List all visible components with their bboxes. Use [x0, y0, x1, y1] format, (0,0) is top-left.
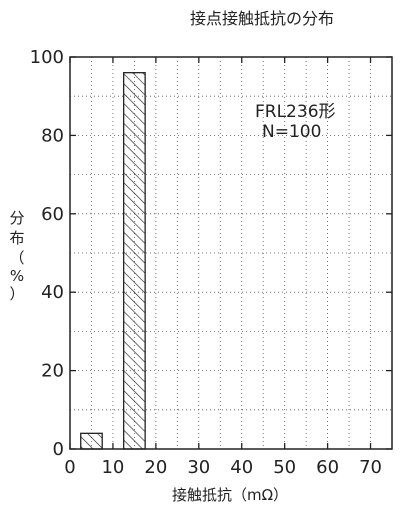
annotation-model: FRL236形 [255, 102, 336, 122]
y-tick-label: 0 [53, 439, 64, 460]
x-tick-label: 50 [273, 457, 296, 478]
bar-1 [123, 72, 146, 450]
chart-title: 接点接触抵抗の分布 [190, 9, 334, 28]
y-axis-label-char: （ [9, 249, 24, 267]
x-tick-label: 0 [64, 457, 75, 478]
x-tick-label: 60 [316, 457, 339, 478]
y-axis-label-char: 布 [9, 229, 24, 247]
y-axis-label-char: ） [9, 285, 24, 303]
x-tick-label: 20 [144, 457, 167, 478]
y-tick-label: 40 [41, 282, 64, 303]
y-tick-label: 60 [41, 204, 64, 225]
x-tick-label: 30 [187, 457, 210, 478]
x-axis-label: 接触抵抗（mΩ） [172, 486, 288, 504]
y-axis-label: 分布 （%） [9, 209, 24, 303]
x-tick-label: 40 [230, 457, 253, 478]
y-axis-label-char: % [10, 267, 24, 285]
y-tick-label: 20 [41, 361, 64, 382]
y-ticks: 0 20 40 60 80 100 [30, 47, 392, 460]
annotation-sample-size: N=100 [262, 122, 321, 142]
x-tick-label: 70 [359, 457, 382, 478]
x-tick-label: 10 [101, 457, 124, 478]
x-ticks: 0 10 20 30 40 50 60 70 [64, 57, 382, 478]
grid-lines [70, 57, 392, 449]
bar-0 [80, 432, 103, 450]
y-axis-label-char: 分 [9, 209, 24, 227]
plot-frame [69, 56, 393, 450]
y-tick-label: 100 [30, 47, 64, 68]
y-tick-label: 80 [41, 125, 64, 146]
